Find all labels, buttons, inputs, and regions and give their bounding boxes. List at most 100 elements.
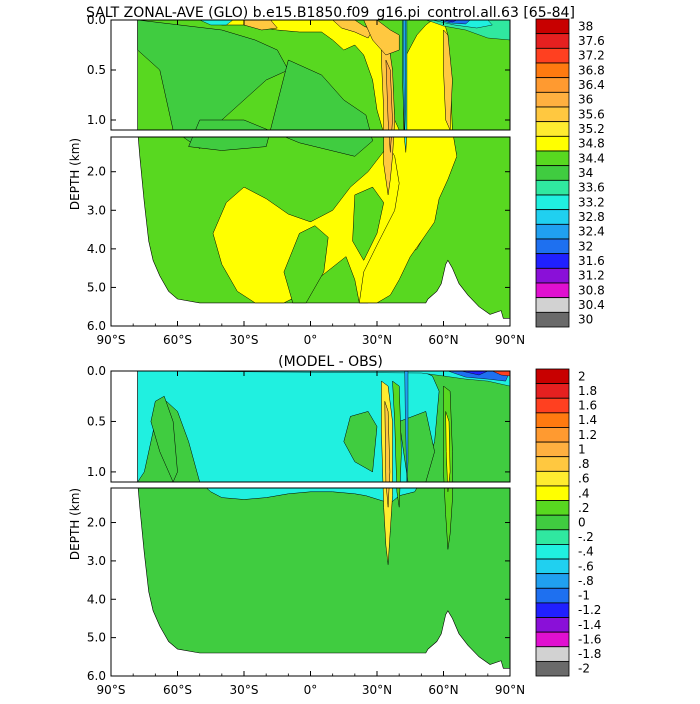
colorbar-swatch — [535, 135, 570, 152]
colorbar-swatch — [535, 631, 570, 648]
arctic-fresh-bias — [447, 371, 510, 382]
x-tick-label: 90°N — [495, 683, 525, 697]
colorbar-label: -2 — [578, 662, 590, 676]
colorbar-label: -1.8 — [578, 647, 601, 661]
colorbar-swatch — [535, 587, 570, 604]
colorbar-swatch — [535, 47, 570, 64]
colorbar-swatch — [535, 150, 570, 167]
colorbar-label: 32.4 — [578, 225, 605, 239]
colorbar-label: 37.6 — [578, 34, 605, 48]
arctic-fresh-core — [439, 20, 471, 25]
colorbar-label: 30.8 — [578, 283, 605, 297]
colorbar-swatch — [535, 91, 570, 108]
colorbar-label: 38 — [578, 19, 593, 33]
colorbar-swatch — [535, 62, 570, 79]
y-tick-label: 2.0 — [87, 165, 106, 179]
colorbar-swatch — [535, 514, 570, 531]
colorbar-label: 36.4 — [578, 78, 605, 92]
colorbar-label: 32.8 — [578, 210, 605, 224]
colorbar-label: 1.4 — [578, 413, 597, 427]
colorbar-label: 34.4 — [578, 151, 605, 165]
intermediate-water-region — [137, 20, 289, 149]
colorbar-swatch — [535, 18, 570, 35]
y-tick-label: 4.0 — [87, 592, 106, 606]
colorbar-label: 0 — [578, 516, 586, 530]
colorbar-swatch — [535, 311, 570, 328]
colorbar-swatch — [535, 223, 570, 240]
colorbar-swatch — [535, 33, 570, 49]
chart-panel-2: (MODEL - OBS) 90°S 60°S 30°S 0° 30°N 60°N 90°N 0… — [68, 354, 601, 697]
colorbar-label: 2 — [578, 369, 586, 383]
colorbar-label: -1.4 — [578, 618, 601, 632]
colorbar-label: .8 — [578, 457, 589, 471]
y-tick-label: 0.0 — [87, 13, 106, 27]
arctic-fresh-bias-core — [461, 371, 488, 376]
chart-title: (MODEL - OBS) — [278, 354, 383, 370]
colorbar-swatch — [535, 267, 570, 284]
colorbar-label: 33.6 — [578, 181, 605, 195]
colorbar: 21.81.61.41.21.8.6.4.20-.2-.4-.6-.8-1-1.… — [535, 368, 601, 677]
x-tick-label: 30°N — [362, 683, 392, 697]
colorbar-label: -1 — [578, 589, 590, 603]
colorbar-swatch — [535, 456, 570, 472]
colorbar-swatch — [535, 194, 570, 211]
y-tick-label: 1.0 — [87, 465, 106, 479]
colorbar-label: 35.6 — [578, 107, 605, 121]
x-tick-label: 90°S — [97, 683, 126, 697]
x-tick-label: 90°N — [495, 333, 525, 347]
colorbar-swatch — [535, 544, 570, 560]
colorbar-label: 33.2 — [578, 195, 605, 209]
chart-panel-1: SALT ZONAL-AVE (GLO) b.e15.B1850.f09_g16… — [68, 5, 605, 347]
colorbar-swatch — [535, 77, 570, 93]
axis-break-gap — [110, 482, 511, 488]
colorbar-swatch — [535, 209, 570, 225]
x-tick-label: 60°N — [428, 683, 458, 697]
low-salinity-core — [403, 20, 406, 131]
colorbar-swatch — [535, 397, 570, 414]
colorbar-label: 30.4 — [578, 298, 605, 312]
colorbar-swatch — [535, 470, 570, 487]
x-tick-label: 0° — [304, 683, 318, 697]
colorbar-swatch — [535, 383, 570, 399]
colorbar-swatch — [535, 529, 570, 545]
colorbar-swatch — [535, 558, 570, 575]
colorbar-swatch — [535, 121, 570, 137]
colorbar-label: -1.2 — [578, 603, 601, 617]
colorbar-label: 36 — [578, 93, 593, 107]
colorbar-label: 35.2 — [578, 122, 605, 136]
colorbar-swatch — [535, 427, 570, 443]
y-tick-label: 4.0 — [87, 242, 106, 256]
x-tick-label: 60°N — [428, 333, 458, 347]
contour-field — [137, 20, 510, 319]
y-tick-label: 6.0 — [87, 319, 106, 333]
colorbar-swatch — [535, 165, 570, 181]
colorbar-label: 1.2 — [578, 428, 597, 442]
colorbar-label: 32 — [578, 239, 593, 253]
x-tick-label: 30°N — [362, 333, 392, 347]
x-tick-label: 30°S — [230, 683, 259, 697]
colorbar-swatch — [535, 253, 570, 269]
colorbar-swatch — [535, 368, 570, 385]
arctic-salty-bias — [492, 371, 510, 377]
antarctic-bottom-water-tongue — [283, 225, 329, 304]
chart-title: SALT ZONAL-AVE (GLO) b.e15.B1850.f09_g16… — [86, 5, 575, 21]
colorbar-label: -.4 — [578, 545, 594, 559]
y-tick-label: 5.0 — [87, 280, 106, 294]
y-axis-label: DEPTH (km) — [68, 488, 82, 560]
colorbar-swatch — [535, 485, 570, 501]
colorbar-label: -.2 — [578, 530, 594, 544]
colorbar-swatch — [535, 602, 570, 618]
colorbar-label: .4 — [578, 486, 589, 500]
tropical-near-zero — [343, 411, 378, 473]
colorbar-label: -.8 — [578, 574, 594, 588]
colorbar-swatch — [535, 179, 570, 196]
colorbar-swatch — [535, 412, 570, 428]
y-tick-label: 3.0 — [87, 203, 106, 217]
y-tick-label: 0.0 — [87, 364, 106, 378]
y-tick-label: 5.0 — [87, 631, 106, 645]
colorbar-swatch — [535, 646, 570, 662]
colorbar-swatch — [535, 297, 570, 313]
colorbar-label: 31.6 — [578, 254, 605, 268]
red-sea-saline-surface — [363, 20, 400, 56]
